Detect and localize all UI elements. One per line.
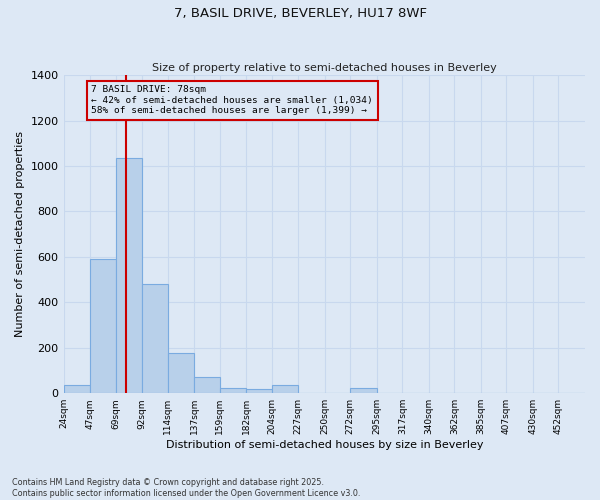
Bar xyxy=(220,388,246,393)
Bar xyxy=(167,354,194,393)
Text: Contains HM Land Registry data © Crown copyright and database right 2025.
Contai: Contains HM Land Registry data © Crown c… xyxy=(12,478,361,498)
Bar xyxy=(246,388,272,393)
Text: 7, BASIL DRIVE, BEVERLEY, HU17 8WF: 7, BASIL DRIVE, BEVERLEY, HU17 8WF xyxy=(173,8,427,20)
Y-axis label: Number of semi-detached properties: Number of semi-detached properties xyxy=(15,131,25,337)
Text: 7 BASIL DRIVE: 78sqm
← 42% of semi-detached houses are smaller (1,034)
58% of se: 7 BASIL DRIVE: 78sqm ← 42% of semi-detac… xyxy=(91,86,373,115)
Bar xyxy=(116,158,142,393)
X-axis label: Distribution of semi-detached houses by size in Beverley: Distribution of semi-detached houses by … xyxy=(166,440,483,450)
Bar xyxy=(350,388,377,393)
Bar xyxy=(142,284,167,393)
Bar xyxy=(64,386,90,393)
Bar xyxy=(272,386,298,393)
Title: Size of property relative to semi-detached houses in Beverley: Size of property relative to semi-detach… xyxy=(152,63,497,73)
Bar xyxy=(90,259,116,393)
Bar xyxy=(194,378,220,393)
